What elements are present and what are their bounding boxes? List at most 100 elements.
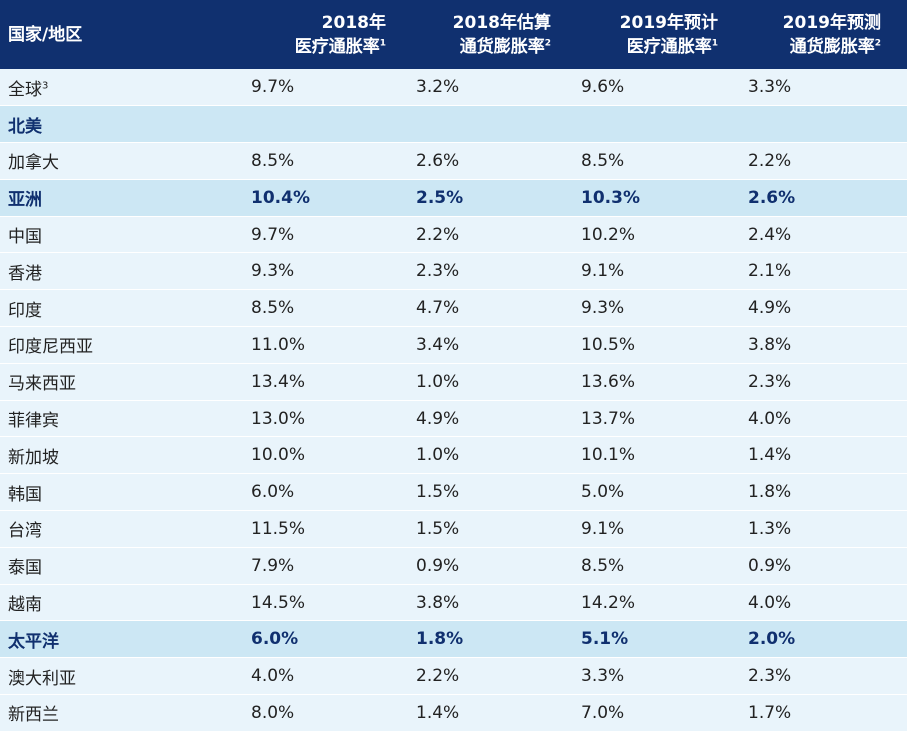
- header-col-2018-est-inflation: 2018年估算 通货膨胀率2: [412, 0, 577, 69]
- header-line1: 2019年预测: [782, 12, 881, 33]
- footnote-marker: 3: [42, 79, 49, 91]
- cell-value: 9.1%: [577, 252, 744, 291]
- cell-value: 14.5%: [247, 584, 412, 622]
- cell-value: 3.2%: [412, 69, 577, 107]
- cell-value: 9.3%: [577, 289, 744, 328]
- table-row: 新西兰 8.0% 1.4% 7.0% 1.7%: [0, 694, 907, 732]
- cell-value: 8.5%: [247, 142, 412, 180]
- cell-value: 10.4%: [247, 179, 412, 217]
- table-row: 全球3 9.7% 3.2% 9.6% 3.3%: [0, 69, 907, 107]
- cell-value: 9.6%: [577, 69, 744, 107]
- cell-value: 2.3%: [412, 252, 577, 291]
- row-region: 印度尼西亚: [0, 326, 247, 364]
- cell-value: 2.4%: [744, 216, 907, 254]
- row-region: 台湾: [0, 510, 247, 548]
- header-line1: 2018年估算: [452, 12, 551, 33]
- cell-value: 2.2%: [744, 142, 907, 180]
- row-region: 新西兰: [0, 694, 247, 732]
- cell-value: 4.0%: [744, 400, 907, 438]
- cell-value: 2.1%: [744, 252, 907, 291]
- cell-value: 8.5%: [577, 142, 744, 180]
- table-header-row: 国家/地区 2018年 医疗通胀率1 2018年估算 通货膨胀率2 2019年预…: [0, 0, 907, 69]
- cell-value: 2.2%: [412, 657, 577, 696]
- cell-value: 4.7%: [412, 289, 577, 328]
- cell-value: 5.1%: [577, 620, 744, 659]
- table-row: 中国 9.7% 2.2% 10.2% 2.4%: [0, 216, 907, 254]
- header-line2: 医疗通胀率1: [626, 36, 718, 57]
- cell-value: 4.9%: [744, 289, 907, 328]
- row-region: 马来西亚: [0, 363, 247, 401]
- footnote-marker: 2: [544, 37, 551, 48]
- header-line2: 通货膨胀率2: [459, 36, 551, 57]
- cell-value: 6.0%: [247, 620, 412, 659]
- cell-value: 2.6%: [412, 142, 577, 180]
- cell-value: 3.3%: [577, 657, 744, 696]
- table-row: 香港 9.3% 2.3% 9.1% 2.1%: [0, 252, 907, 291]
- cell-value: 1.7%: [744, 694, 907, 732]
- header-line1: 2019年预计: [619, 12, 718, 33]
- cell-value: [577, 105, 744, 144]
- header-col-2018-medical-inflation: 2018年 医疗通胀率1: [247, 0, 412, 69]
- cell-value: 14.2%: [577, 584, 744, 622]
- header-line2: 医疗通胀率1: [294, 36, 386, 57]
- cell-value: 8.5%: [577, 547, 744, 585]
- cell-value: 9.1%: [577, 510, 744, 548]
- cell-value: 13.7%: [577, 400, 744, 438]
- header-line1: 2018年: [321, 12, 386, 33]
- cell-value: 3.8%: [744, 326, 907, 364]
- cell-value: 13.4%: [247, 363, 412, 401]
- table-row: 台湾 11.5% 1.5% 9.1% 1.3%: [0, 510, 907, 548]
- cell-value: 11.5%: [247, 510, 412, 548]
- cell-value: 3.4%: [412, 326, 577, 364]
- row-region: 北美: [0, 105, 247, 144]
- cell-value: 1.0%: [412, 436, 577, 475]
- cell-value: 9.3%: [247, 252, 412, 291]
- row-region: 太平洋: [0, 620, 247, 659]
- cell-value: 0.9%: [744, 547, 907, 585]
- cell-value: 1.8%: [412, 620, 577, 659]
- table-row: 韩国 6.0% 1.5% 5.0% 1.8%: [0, 473, 907, 512]
- cell-value: 5.0%: [577, 473, 744, 512]
- cell-value: 2.2%: [412, 216, 577, 254]
- row-region: 印度: [0, 289, 247, 328]
- row-region: 韩国: [0, 473, 247, 512]
- cell-value: 1.5%: [412, 510, 577, 548]
- row-region: 亚洲: [0, 179, 247, 217]
- group-row: 亚洲 10.4% 2.5% 10.3% 2.6%: [0, 179, 907, 217]
- row-region: 泰国: [0, 547, 247, 585]
- row-region: 新加坡: [0, 436, 247, 475]
- cell-value: 10.5%: [577, 326, 744, 364]
- row-region: 加拿大: [0, 142, 247, 180]
- cell-value: 1.0%: [412, 363, 577, 401]
- header-col-2019-projected-medical-inflation: 2019年预计 医疗通胀率1: [577, 0, 744, 69]
- cell-value: 2.5%: [412, 179, 577, 217]
- cell-value: 13.6%: [577, 363, 744, 401]
- table-row: 澳大利亚 4.0% 2.2% 3.3% 2.3%: [0, 657, 907, 696]
- cell-value: 1.4%: [412, 694, 577, 732]
- footnote-marker: 2: [874, 37, 881, 48]
- table-row: 菲律宾 13.0% 4.9% 13.7% 4.0%: [0, 400, 907, 438]
- cell-value: 1.8%: [744, 473, 907, 512]
- cell-value: 10.0%: [247, 436, 412, 475]
- row-region: 越南: [0, 584, 247, 622]
- cell-value: 4.9%: [412, 400, 577, 438]
- cell-value: 8.5%: [247, 289, 412, 328]
- cell-value: 1.5%: [412, 473, 577, 512]
- table-row: 马来西亚 13.4% 1.0% 13.6% 2.3%: [0, 363, 907, 401]
- table-row: 越南 14.5% 3.8% 14.2% 4.0%: [0, 584, 907, 622]
- header-line2: 通货膨胀率2: [789, 36, 881, 57]
- cell-value: 4.0%: [247, 657, 412, 696]
- cell-value: 3.8%: [412, 584, 577, 622]
- cell-value: 11.0%: [247, 326, 412, 364]
- cell-value: 2.6%: [744, 179, 907, 217]
- row-region: 澳大利亚: [0, 657, 247, 696]
- row-region: 香港: [0, 252, 247, 291]
- cell-value: [744, 105, 907, 144]
- cell-value: 0.9%: [412, 547, 577, 585]
- footnote-marker: 1: [379, 37, 386, 48]
- cell-value: 6.0%: [247, 473, 412, 512]
- cell-value: 1.4%: [744, 436, 907, 475]
- cell-value: 2.3%: [744, 657, 907, 696]
- cell-value: 2.0%: [744, 620, 907, 659]
